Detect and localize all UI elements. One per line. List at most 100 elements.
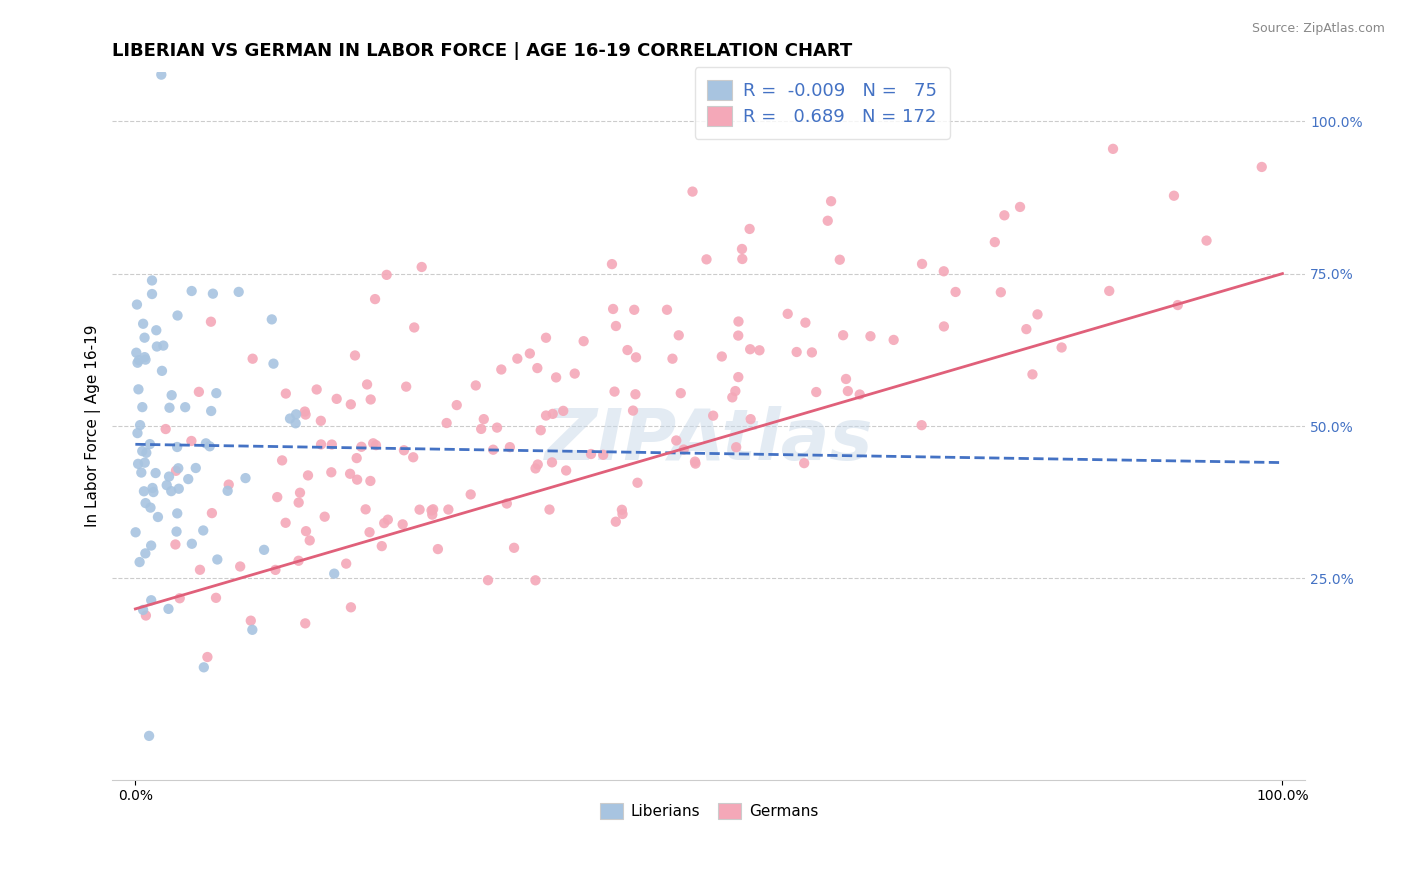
Point (263, 357, 285, 371)
Point (132, 484, 155, 499)
Point (135, 446, 157, 460)
Point (682, 185, 704, 199)
Point (623, 302, 645, 317)
Point (152, 338, 174, 352)
Point (165, 537, 187, 551)
Point (470, 422, 492, 436)
Point (482, 442, 505, 457)
Point (325, 392, 347, 406)
Point (800, 345, 823, 359)
Point (1026, 307, 1049, 321)
Point (166, 507, 188, 521)
Point (309, 437, 332, 451)
Point (731, 242, 754, 256)
Point (661, 351, 683, 366)
Legend: Liberians, Germans: Liberians, Germans (593, 797, 824, 825)
Point (794, 316, 817, 330)
Point (165, 464, 187, 478)
Point (166, 440, 188, 454)
Point (134, 456, 156, 470)
Point (359, 525, 381, 540)
Point (138, 729, 160, 743)
Point (167, 482, 190, 496)
Point (1195, 234, 1218, 248)
Point (402, 450, 425, 465)
Point (134, 546, 156, 560)
Point (271, 453, 294, 467)
Point (124, 525, 146, 540)
Point (727, 370, 749, 384)
Point (820, 194, 842, 209)
Point (141, 593, 163, 607)
Point (721, 390, 744, 404)
Point (945, 285, 967, 299)
Point (141, 273, 163, 287)
Point (295, 524, 318, 538)
Y-axis label: In Labor Force | Age 16-19: In Labor Force | Age 16-19 (86, 325, 101, 527)
Point (530, 423, 553, 437)
Text: ZIPAtlas: ZIPAtlas (544, 406, 873, 475)
Point (139, 437, 162, 451)
Point (420, 508, 443, 522)
Point (127, 356, 149, 370)
Point (422, 502, 444, 516)
Point (188, 563, 211, 577)
Point (538, 502, 561, 516)
Point (309, 414, 332, 428)
Point (298, 533, 321, 548)
Point (1015, 322, 1038, 336)
Point (288, 485, 311, 500)
Point (193, 524, 215, 538)
Point (160, 484, 183, 499)
Point (793, 456, 815, 470)
Point (127, 382, 149, 396)
Point (610, 503, 633, 517)
Point (294, 408, 316, 422)
Point (932, 319, 955, 334)
Point (200, 404, 222, 418)
Point (371, 539, 394, 553)
Point (305, 383, 328, 397)
Point (287, 554, 309, 568)
Point (786, 345, 808, 359)
Point (146, 510, 169, 524)
Point (472, 412, 495, 426)
Point (984, 235, 1007, 249)
Point (160, 388, 183, 402)
Point (321, 465, 343, 479)
Point (426, 542, 449, 557)
Point (364, 438, 387, 452)
Point (1021, 368, 1043, 382)
Point (572, 334, 595, 348)
Point (132, 603, 155, 617)
Point (135, 608, 157, 623)
Point (145, 323, 167, 337)
Point (1102, 142, 1125, 156)
Point (343, 349, 366, 363)
Point (141, 539, 163, 553)
Point (817, 213, 839, 227)
Point (911, 257, 934, 271)
Point (464, 378, 486, 392)
Point (555, 463, 578, 477)
Point (519, 346, 541, 360)
Point (541, 455, 564, 469)
Point (169, 591, 191, 606)
Point (495, 497, 517, 511)
Point (727, 328, 749, 343)
Point (1250, 160, 1272, 174)
Point (323, 566, 346, 581)
Point (436, 416, 458, 430)
Point (180, 537, 202, 551)
Point (526, 458, 548, 472)
Point (167, 461, 190, 475)
Point (197, 650, 219, 665)
Point (184, 461, 207, 475)
Point (738, 222, 761, 236)
Point (437, 502, 460, 516)
Point (460, 487, 482, 501)
Point (131, 444, 153, 458)
Point (835, 372, 858, 386)
Point (848, 387, 870, 401)
Point (321, 437, 343, 451)
